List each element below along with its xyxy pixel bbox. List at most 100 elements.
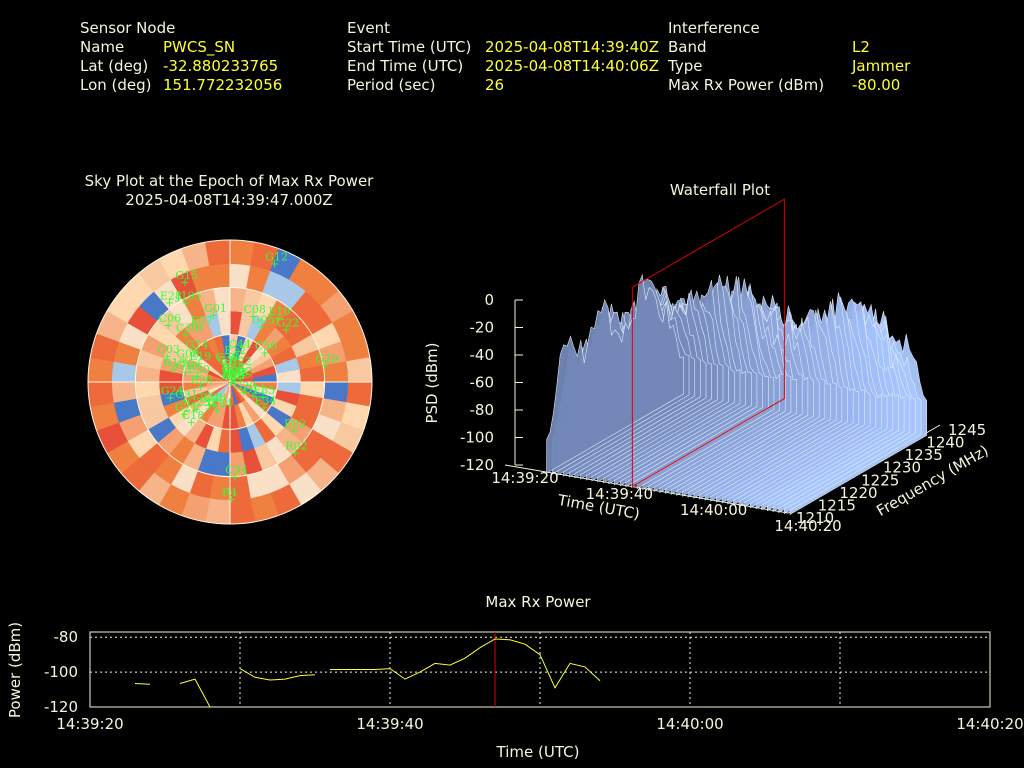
skyplot-satellite-marker: + [181,328,190,341]
waterfall-marker-plane [631,198,785,488]
skyplot-satellite-label: G20 [234,380,257,393]
maxpower-y-label: Power (dBm) [6,622,24,718]
waterfall-z-tick-label: -40 [470,346,495,364]
interference-type-value: Jammer [852,57,911,75]
maxpower-trace-segment [239,668,316,681]
skyplot-satellite-marker: + [165,296,174,309]
waterfall-slice [546,273,684,474]
skyplot-satellite-label: C06 [159,312,181,325]
maxpower-x-tick-label: 14:39:40 [356,715,423,733]
skyplot-satellite-marker: + [168,364,177,377]
maxpower-frame [89,631,991,708]
waterfall-z-tick-label: -20 [470,319,495,337]
skyplot-satellite-label: C44 [229,338,251,351]
sensor-heading: Sensor Node [80,19,176,37]
waterfall-z-tick-label: -80 [470,401,495,419]
skyplot-satellite-marker: + [248,310,257,323]
maxpower-x-tick-label: 14:40:00 [656,715,723,733]
skyplot-satellite-marker: + [258,391,267,404]
skyplot-satellite-marker: + [230,471,239,484]
maxpower-y-tick-label: -100 [44,663,78,681]
interference-band-label: Band [668,38,707,56]
skyplot-satellite-label: G05 [252,313,275,326]
maxpower-trace-segment [330,638,601,689]
waterfall-y-tick-label: 1215 [818,496,856,514]
interference-power-value: -80.00 [852,76,901,94]
waterfall-x-tick-label: 14:40:00 [680,501,747,519]
maxpower-trace [134,632,601,708]
skyplot-satellite-label: C22 [229,355,251,368]
sensor-lon-label: Lon (deg) [80,76,152,94]
skyplot-satellite-label: C38 [204,391,226,404]
skyplot-satellite-marker: + [166,391,175,404]
skyplot-satellite-marker: + [181,366,190,379]
skyplot-satellite-marker: + [259,401,268,414]
skyplot-satellite-label: E26 [191,373,213,386]
skyplot-satellite-label: E30 [188,363,210,376]
skyplot-satellite-marker: + [227,376,236,389]
waterfall-title: Waterfall Plot [669,181,771,199]
skyplot-satellite-label: G28 [216,351,239,364]
skyplot-satellite-label: E12 [224,344,246,357]
skyplot-heatmap [87,239,373,525]
skyplot-satellite-label: G15 [175,269,198,282]
maxpower-trace-segment [134,683,151,685]
skyplot-satellite-marker: + [193,370,202,383]
maxpower-x-tick-label: 14:40:20 [956,715,1023,733]
waterfall-epoch-plane [631,198,785,488]
event-end-value: 2025-04-08T14:40:06Z [485,57,659,75]
skyplot-satellite-marker: + [164,319,173,332]
waterfall-x-tick-label: 14:39:40 [586,485,653,503]
skyplot-satellite-marker: + [180,395,189,408]
skyplot-satellite-label: E10 [268,305,290,318]
skyplot-satellite-label: G06 [221,363,244,376]
skyplot-satellite-marker: + [221,358,230,371]
skyplot-satellite-label: E34 [254,394,276,407]
maxpower-x-tick-label: 14:39:20 [56,715,123,733]
skyplot-satellite-label: G12 [265,250,288,263]
skyplot-satellite-marker: + [180,276,189,289]
waterfall-z-tick-label: -100 [460,429,494,447]
event-period-label: Period (sec) [347,76,436,94]
waterfall-y-tick-label: 1210 [796,509,834,527]
skyplot-satellite-marker: + [181,297,190,310]
skyplot-satellite-label: E07 [190,314,212,327]
sensor-lat-label: Lat (deg) [80,57,149,75]
skyplot-satellite-marker: + [209,398,218,411]
skyplot-satellite-label: R02 [285,439,307,452]
skyplot-satellite-label: G24 [161,384,184,397]
skyplot-satellite-marker: + [281,323,290,336]
waterfall-z-tick-label: -120 [460,456,494,474]
interference-power-label: Max Rx Power (dBm) [668,76,825,94]
skyplot-satellite-label: G22 [276,316,299,329]
event-end-label: End Time (UTC) [347,57,464,75]
skyplot-satellite-marker: + [270,257,279,270]
skyplot-satellite-label: C40 [176,359,198,372]
skyplot-satellite-label: G19 [222,369,245,382]
skyplot-satellite-marker: + [187,416,196,429]
interference-type-label: Type [668,57,703,75]
skyplot-subtitle: 2025-04-08T14:39:47.000Z [125,191,333,209]
skyplot-satellite-marker: + [290,446,299,459]
skyplot-satellite-marker: + [205,398,214,411]
skyplot-satellite-label: E28 [160,289,182,302]
skyplot-satellite-marker: + [212,404,221,417]
skyplot-satellite-label: C03 [158,343,180,356]
skyplot-satellite-label: C36 [218,354,240,367]
waterfall-y-tick-label: 1245 [948,421,986,439]
maxpower-trace-segment [179,678,211,708]
waterfall-x-tick-label: 14:40:20 [774,517,841,535]
waterfall-y-tick-label: 1240 [926,434,964,452]
skyplot-satellite-label: E19 [189,350,211,363]
skyplot-satellite-label: G08 [176,348,199,361]
skyplot-satellite-label: G11 [243,382,266,395]
waterfall-y-tick-label: 1230 [883,459,921,477]
skyplot-satellite-marker: + [234,345,243,358]
sensor-lat-value: -32.880233765 [163,57,279,75]
skyplot-satellite-marker: + [260,346,269,359]
skyplot-satellite-marker: + [194,357,203,370]
skyplot-satellite-marker: + [236,372,245,385]
